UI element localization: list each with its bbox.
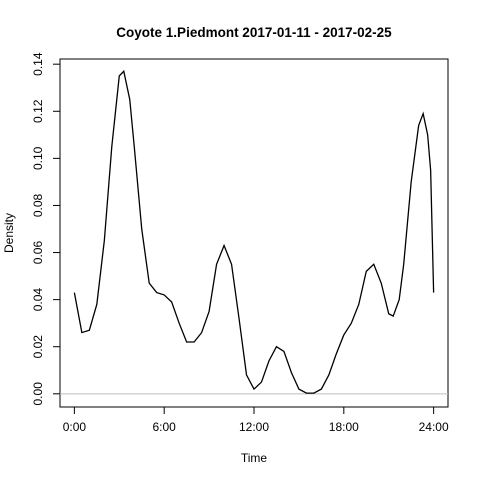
x-axis-label: Time	[241, 451, 268, 465]
density-line	[73, 69, 435, 394]
y-tick-label: 0.02	[31, 335, 45, 359]
plot-box	[59, 58, 449, 408]
y-tick-label: 0.14	[31, 52, 45, 76]
x-tick-label: 18:00	[329, 420, 359, 434]
y-tick-label: 0.00	[31, 382, 45, 406]
x-tick-label: 6:00	[153, 420, 177, 434]
y-tick-label: 0.12	[31, 99, 45, 123]
x-tick-label: 24:00	[419, 420, 449, 434]
chart-title: Coyote 1.Piedmont 2017-01-11 - 2017-02-2…	[116, 25, 392, 40]
y-tick-label: 0.06	[31, 241, 45, 265]
y-tick-label: 0.08	[31, 193, 45, 217]
y-tick-label: 0.04	[31, 288, 45, 312]
x-tick-label: 12:00	[239, 420, 269, 434]
x-tick-label: 0:00	[63, 420, 87, 434]
y-axis-label: Density	[2, 213, 16, 253]
y-tick-label: 0.10	[31, 146, 45, 170]
